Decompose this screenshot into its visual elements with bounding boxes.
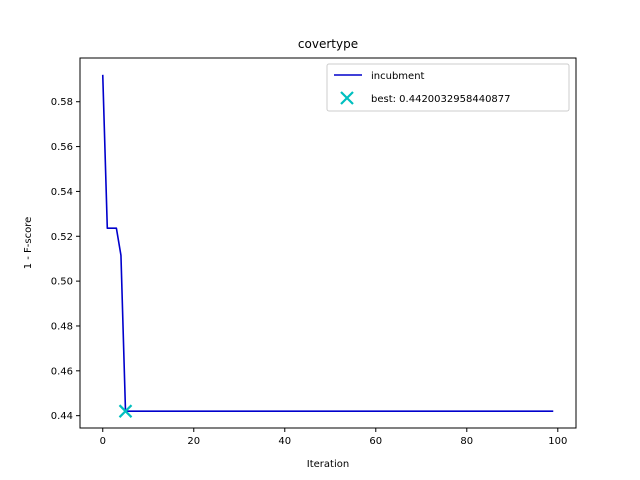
y-tick-label: 0.54 [51,187,73,198]
x-axis-ticks: 0 20 40 60 80 100 [100,428,567,447]
y-axis-label: 1 - F-score [23,217,34,270]
x-tick-label: 20 [187,436,200,447]
legend-box [326,63,570,112]
legend: incubment best: 0.4420032958440877 [326,63,570,112]
legend-label-best: best: 0.4420032958440877 [371,94,511,105]
y-tick-label: 0.46 [51,366,73,377]
x-axis-label: Iteration [307,459,349,470]
y-tick-label: 0.44 [51,411,73,422]
legend-best-x-stroke-b [340,91,354,105]
x-tick-label: 0 [100,436,106,447]
plot-frame [79,57,577,429]
y-tick-label: 0.52 [51,232,73,243]
legend-swatch-best [340,91,354,105]
y-axis-ticks: 0.44 0.46 0.48 0.50 0.52 0.54 0.56 0.58 [51,97,80,422]
y-tick-label: 0.50 [51,277,73,288]
legend-best-x [340,91,354,105]
plot-area [101,74,554,418]
legend-label-incubment: incubment [371,71,425,82]
chart-title: covertype [298,37,358,51]
x-tick-label: 80 [460,436,473,447]
y-tick-label: 0.58 [51,97,73,108]
y-tick-label: 0.56 [51,142,73,153]
x-tick-label: 100 [548,436,567,447]
best-marker [118,404,133,418]
y-tick-label: 0.48 [51,321,73,332]
best-marker-stroke-b [118,404,133,418]
x-tick-label: 40 [278,436,291,447]
x-tick-label: 60 [369,436,382,447]
